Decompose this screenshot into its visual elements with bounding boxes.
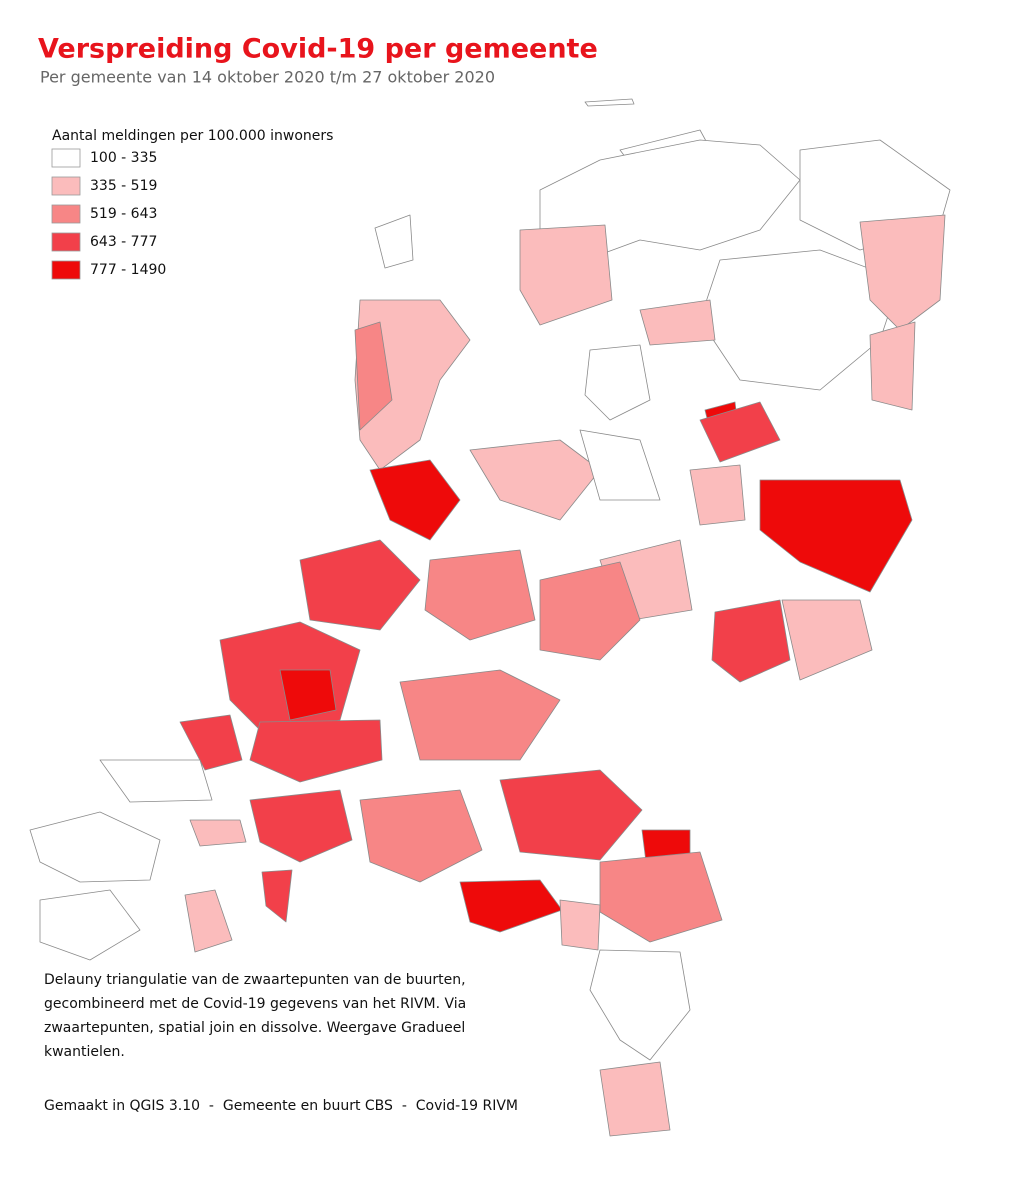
description: Delauny triangulatie van de zwaartepunte… bbox=[44, 972, 466, 1060]
municipality-region bbox=[599, 1061, 671, 1137]
municipality-region bbox=[261, 869, 293, 923]
municipality-region bbox=[299, 539, 421, 631]
municipality-region bbox=[584, 98, 635, 107]
legend-swatch bbox=[51, 260, 81, 280]
municipality-region bbox=[399, 669, 561, 761]
municipality-region bbox=[559, 899, 601, 951]
municipality-region bbox=[639, 299, 716, 346]
municipality-region bbox=[279, 669, 337, 721]
municipality-region bbox=[359, 789, 483, 883]
municipality-region bbox=[579, 429, 661, 501]
municipality-region bbox=[589, 949, 691, 1061]
municipality-region bbox=[469, 439, 601, 521]
municipality-region bbox=[781, 599, 873, 681]
legend: 100 - 335 335 - 519 519 - 643 643 - 777 777 … bbox=[51, 148, 166, 280]
municipality-region bbox=[424, 549, 536, 641]
municipality-region bbox=[179, 714, 243, 771]
description-line: gecombineerd met de Covid-19 gegevens va… bbox=[44, 996, 466, 1012]
municipality-region bbox=[759, 479, 913, 593]
title: Verspreiding Covid-19 per gemeente bbox=[38, 34, 598, 65]
municipality-region bbox=[584, 344, 651, 421]
municipality-region bbox=[369, 459, 461, 541]
description-line: kwantielen. bbox=[44, 1044, 125, 1060]
municipality-region bbox=[249, 789, 353, 863]
subtitle: Per gemeente van 14 oktober 2020 t/m 27 … bbox=[40, 68, 495, 87]
municipality-region bbox=[859, 214, 946, 331]
legend-swatch bbox=[51, 204, 81, 224]
legend-swatch bbox=[51, 148, 81, 168]
legend-title: Aantal meldingen per 100.000 inwoners bbox=[52, 128, 333, 144]
municipality-region bbox=[499, 769, 643, 861]
legend-label: 777 - 1490 bbox=[90, 262, 166, 278]
municipality-region bbox=[539, 561, 641, 661]
municipality-region bbox=[869, 321, 916, 411]
map bbox=[29, 98, 951, 1137]
municipality-region bbox=[29, 811, 161, 883]
legend-swatch bbox=[51, 176, 81, 196]
legend-swatch bbox=[51, 232, 81, 252]
municipality-region bbox=[189, 819, 247, 847]
credits: Gemaakt in QGIS 3.10 - Gemeente en buurt… bbox=[44, 1098, 518, 1114]
description-line: zwaartepunten, spatial join en dissolve.… bbox=[44, 1020, 465, 1036]
municipality-region bbox=[354, 321, 393, 431]
municipality-region bbox=[599, 851, 723, 943]
municipality-region bbox=[354, 299, 471, 471]
municipality-region bbox=[519, 224, 613, 326]
legend-label: 643 - 777 bbox=[90, 234, 157, 250]
municipality-region bbox=[99, 759, 213, 803]
municipality-region bbox=[711, 599, 791, 683]
municipality-region bbox=[459, 879, 563, 933]
municipality-region bbox=[699, 401, 781, 463]
municipality-region bbox=[249, 719, 383, 783]
municipality-region bbox=[184, 889, 233, 953]
legend-label: 100 - 335 bbox=[90, 150, 157, 166]
municipality-region bbox=[689, 464, 746, 526]
description-line: Delauny triangulatie van de zwaartepunte… bbox=[44, 972, 466, 988]
municipality-region bbox=[39, 889, 141, 961]
legend-label: 519 - 643 bbox=[90, 206, 157, 222]
legend-label: 335 - 519 bbox=[90, 178, 157, 194]
municipality-region bbox=[374, 214, 414, 269]
